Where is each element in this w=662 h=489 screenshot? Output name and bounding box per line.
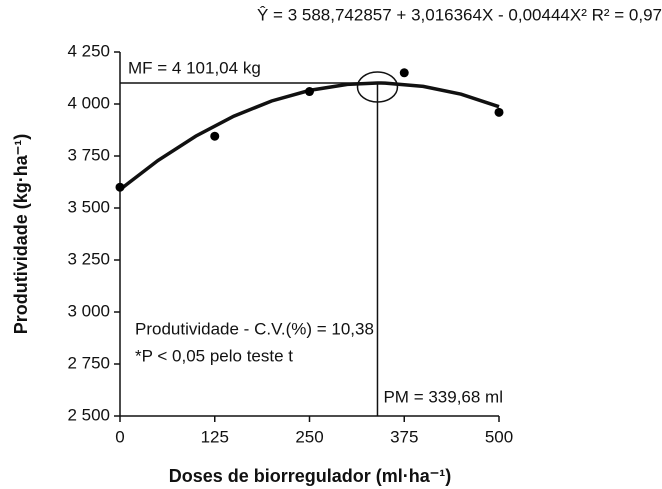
mf-label: MF = 4 101,04 kg <box>128 58 261 77</box>
point <box>115 182 125 192</box>
x-tick-label: 250 <box>295 427 323 446</box>
y-tick-label: 2 750 <box>67 353 110 372</box>
y-tick-label: 3 000 <box>67 301 110 320</box>
point <box>210 131 220 141</box>
point <box>305 87 314 97</box>
y-tick-label: 3 500 <box>67 197 110 216</box>
x-tick-label: 0 <box>115 427 124 446</box>
fit-curve <box>118 81 500 191</box>
y-tick-label: 4 250 <box>67 41 110 60</box>
y-tick-label: 3 250 <box>67 249 110 268</box>
pm-label: PM = 339,68 ml <box>383 387 503 406</box>
point <box>399 68 409 78</box>
x-axis-title: Doses de biorregulador (ml·ha⁻¹) <box>169 466 452 486</box>
max-circle <box>356 71 399 103</box>
y-tick-label: 4 000 <box>67 93 110 112</box>
x-tick-label: 125 <box>201 427 229 446</box>
note: Produtividade - C.V.(%) = 10,38 <box>135 319 374 338</box>
note: *P < 0,05 pelo teste t <box>135 346 293 365</box>
y-axis-title: Produtividade (kg·ha⁻¹) <box>11 134 31 335</box>
x-tick-label: 375 <box>390 427 418 446</box>
equation: Ŷ = 3 588,742857 + 3,016364X - 0,00444X²… <box>257 5 662 24</box>
y-tick-label: 3 750 <box>67 145 110 164</box>
x-tick-label: 500 <box>485 427 513 446</box>
y-tick-label: 2 500 <box>67 405 110 424</box>
point <box>494 107 504 117</box>
